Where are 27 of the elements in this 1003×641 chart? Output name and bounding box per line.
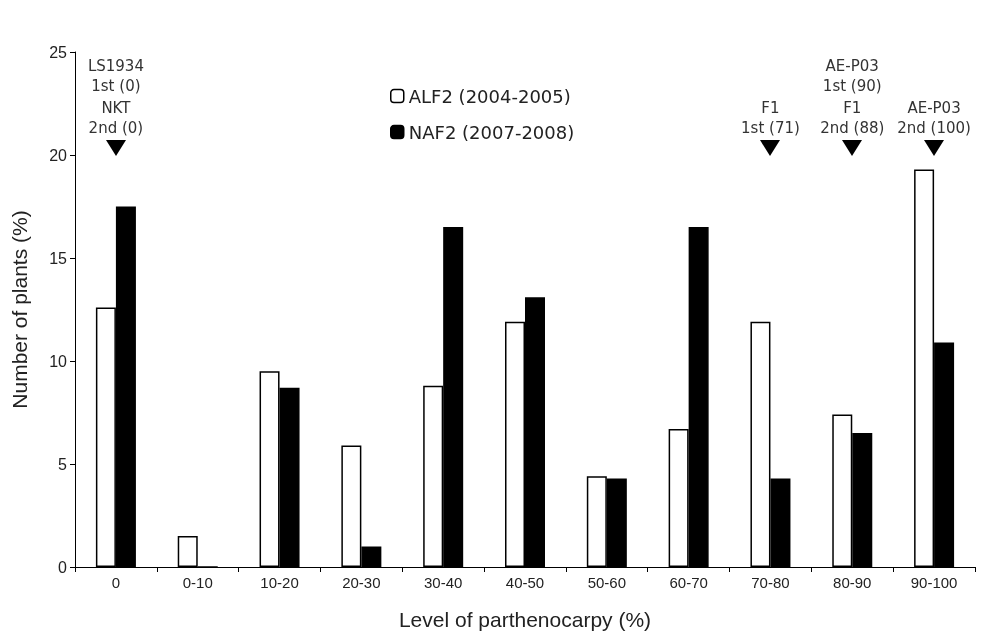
x-tick-label: 70-80 xyxy=(751,574,790,591)
y-tick-label: 25 xyxy=(49,43,68,61)
legend-label: ALF2 (2004-2005) xyxy=(408,85,571,107)
x-tick-label: 30-40 xyxy=(423,574,463,591)
x-tick-label: 90-100 xyxy=(910,574,958,591)
annotation: F1 1st (71) xyxy=(741,98,800,138)
x-tick-label: 80-90 xyxy=(833,574,872,591)
annotation: F1 2nd (88) xyxy=(820,98,885,138)
x-tick-label: 60-70 xyxy=(669,574,708,591)
y-axis-title: Number of plants (%) xyxy=(8,210,31,409)
annotation: AE-P03 2nd (100) xyxy=(897,98,971,138)
y-tick-label: 15 xyxy=(49,249,68,267)
x-tick-label: 0-10 xyxy=(182,574,213,591)
y-tick-label: 0 xyxy=(58,558,68,576)
x-tick-label: 10-20 xyxy=(260,574,299,591)
y-tick-label: 10 xyxy=(49,352,68,370)
annotation: NKT 2nd (0) xyxy=(88,98,144,138)
x-tick-label: 50-60 xyxy=(587,574,627,591)
x-tick-label: 20-30 xyxy=(342,574,381,591)
x-axis-title: Level of parthenocarpy (%) xyxy=(398,608,652,631)
y-tick-label: 20 xyxy=(49,146,68,164)
annotation: AE-P03 1st (90) xyxy=(822,56,882,96)
x-tick-label: 0 xyxy=(111,574,121,591)
annotation: LS1934 1st (0) xyxy=(87,56,144,96)
y-tick-label: 5 xyxy=(58,455,68,473)
x-tick-label: 40-50 xyxy=(505,574,545,591)
legend-label: NAF2 (2007-2008) xyxy=(408,121,575,143)
